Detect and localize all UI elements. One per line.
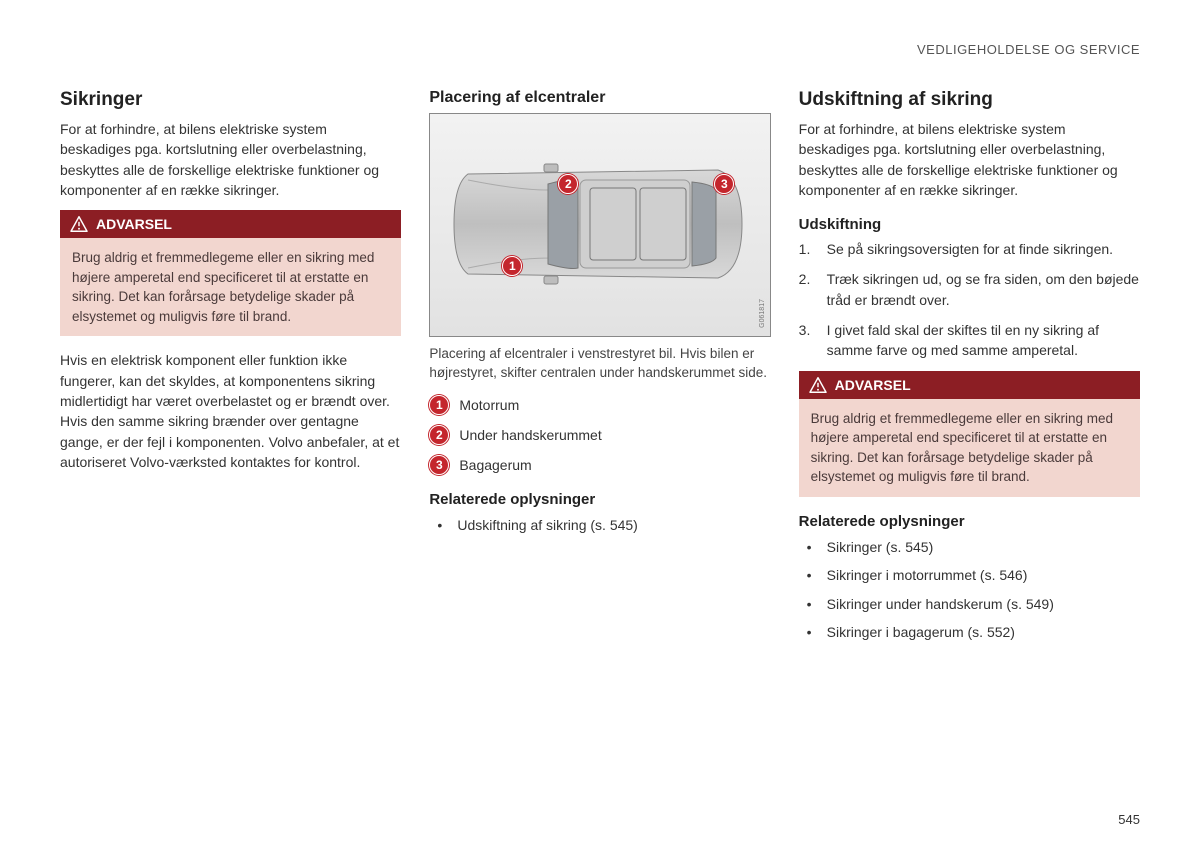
col3-related-list: Sikringer (s. 545) Sikringer i motorrumm… bbox=[799, 536, 1140, 644]
column-3: Udskiftning af sikring For at forhindre,… bbox=[799, 89, 1140, 649]
warning-triangle-icon bbox=[809, 377, 827, 393]
callout-row-2: 2 Under handskerummet bbox=[429, 425, 770, 445]
col3-related-title: Relaterede oplysninger bbox=[799, 513, 1140, 530]
warning-body-2: Brug aldrig et fremmedlegeme eller en si… bbox=[799, 399, 1140, 497]
figure-caption: Placering af elcentraler i venstrestyret… bbox=[429, 345, 770, 383]
col2-title: Placering af elcentraler bbox=[429, 89, 770, 107]
warning-body-1: Brug aldrig et fremmedlegeme eller en si… bbox=[60, 238, 401, 336]
col1-title: Sikringer bbox=[60, 89, 401, 111]
car-top-view-icon bbox=[448, 160, 748, 288]
callout-label-1: Motorrum bbox=[459, 397, 519, 413]
warning-triangle-icon bbox=[70, 216, 88, 232]
col3-related-item: Sikringer i motorrummet (s. 546) bbox=[799, 564, 1140, 586]
col3-title: Udskiftning af sikring bbox=[799, 89, 1140, 111]
warning-header-2: ADVARSEL bbox=[799, 371, 1140, 399]
warning-box-2: ADVARSEL Brug aldrig et fremmedlegeme el… bbox=[799, 371, 1140, 497]
section-header: VEDLIGEHOLDELSE OG SERVICE bbox=[60, 42, 1140, 57]
col2-related-title: Relaterede oplysninger bbox=[429, 491, 770, 508]
callout-label-2: Under handskerummet bbox=[459, 427, 601, 443]
col1-intro: For at forhindre, at bilens elektriske s… bbox=[60, 119, 401, 200]
content-columns: Sikringer For at forhindre, at bilens el… bbox=[60, 89, 1140, 649]
warning-label-2: ADVARSEL bbox=[835, 377, 911, 393]
col2-related-item: Udskiftning af sikring (s. 545) bbox=[429, 514, 770, 536]
callout-circle-3: 3 bbox=[429, 455, 449, 475]
figure-id: G061817 bbox=[759, 299, 766, 328]
page-number: 545 bbox=[1118, 812, 1140, 827]
callout-row-3: 3 Bagagerum bbox=[429, 455, 770, 475]
warning-box-1: ADVARSEL Brug aldrig et fremmedlegeme el… bbox=[60, 210, 401, 336]
col3-subtitle: Udskiftning bbox=[799, 216, 1140, 233]
col3-related-item: Sikringer under handskerum (s. 549) bbox=[799, 593, 1140, 615]
warning-label-1: ADVARSEL bbox=[96, 216, 172, 232]
col1-para2: Hvis en elektrisk komponent eller funkti… bbox=[60, 350, 401, 472]
col3-intro: For at forhindre, at bilens elektriske s… bbox=[799, 119, 1140, 200]
col3-related-item: Sikringer (s. 545) bbox=[799, 536, 1140, 558]
step-2: Træk sikringen ud, og se fra siden, om d… bbox=[799, 269, 1140, 310]
column-2: Placering af elcentraler bbox=[429, 89, 770, 649]
figure-car-top: 2 1 3 G061817 bbox=[429, 113, 770, 337]
col2-related-list: Udskiftning af sikring (s. 545) bbox=[429, 514, 770, 536]
step-3: I givet fald skal der skiftes til en ny … bbox=[799, 320, 1140, 361]
callout-row-1: 1 Motorrum bbox=[429, 395, 770, 415]
col3-related-item: Sikringer i bagagerum (s. 552) bbox=[799, 621, 1140, 643]
step-1: Se på sikringsoversigten for at finde si… bbox=[799, 239, 1140, 259]
col3-steps: Se på sikringsoversigten for at finde si… bbox=[799, 239, 1140, 360]
callout-circle-1: 1 bbox=[429, 395, 449, 415]
callout-label-3: Bagagerum bbox=[459, 457, 531, 473]
column-1: Sikringer For at forhindre, at bilens el… bbox=[60, 89, 401, 649]
callout-circle-2: 2 bbox=[429, 425, 449, 445]
warning-header-1: ADVARSEL bbox=[60, 210, 401, 238]
